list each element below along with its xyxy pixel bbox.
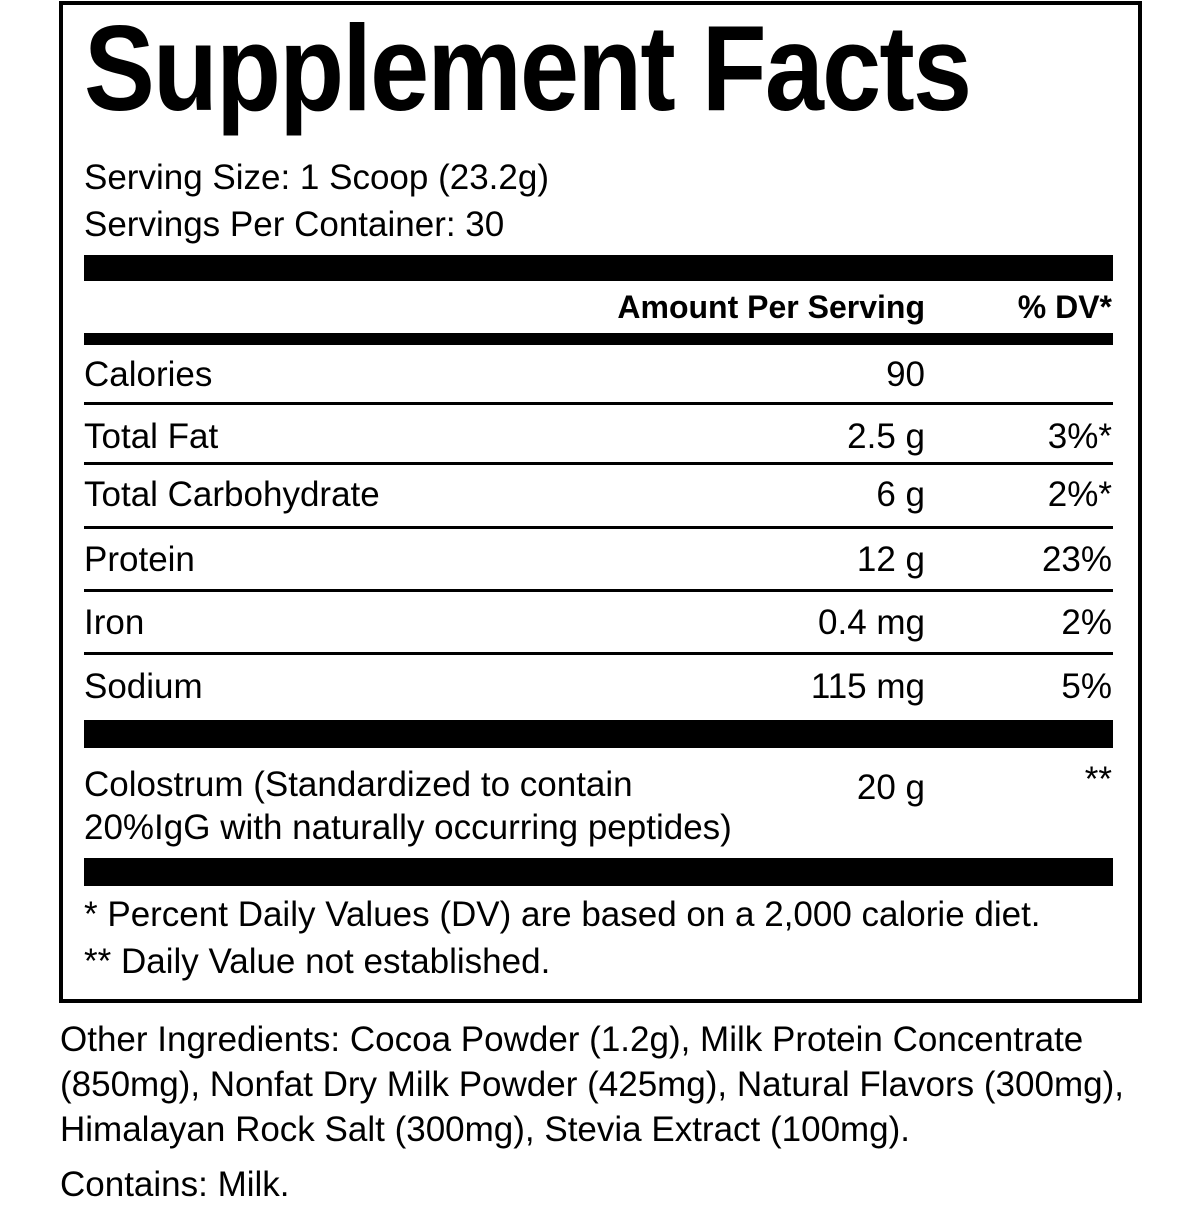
- nutrient-dv: 23%: [1041, 540, 1112, 579]
- medium-divider: [84, 333, 1113, 345]
- nutrient-dv: 2%: [1061, 603, 1112, 642]
- colostrum-name-line2: 20%IgG with naturally occurring peptides…: [84, 808, 732, 847]
- thick-divider: [84, 255, 1113, 281]
- nutrient-amount: 2.5 g: [847, 417, 925, 456]
- other-ingredients-line: Other Ingredients: Cocoa Powder (1.2g), …: [60, 1020, 1084, 1059]
- nutrient-name: Total Carbohydrate: [84, 475, 380, 514]
- servings-per-container: Servings Per Container: 30: [84, 205, 505, 244]
- colostrum-dv: **: [1084, 760, 1112, 799]
- contains-allergens: Contains: Milk.: [60, 1165, 290, 1204]
- nutrient-amount: 115 mg: [810, 667, 925, 706]
- supplement-facts-panel: [59, 1, 1142, 1003]
- thick-divider: [84, 858, 1113, 886]
- nutrient-name: Total Fat: [84, 417, 219, 456]
- panel-title: Supplement Facts: [84, 0, 972, 136]
- row-divider: [84, 589, 1113, 592]
- row-divider: [84, 462, 1113, 465]
- other-ingredients-line: (850mg), Nonfat Dry Milk Powder (425mg),…: [60, 1065, 1124, 1104]
- thick-divider: [84, 720, 1113, 748]
- nutrient-dv: 5%: [1061, 667, 1112, 706]
- nutrient-dv: 2%*: [1047, 475, 1112, 514]
- row-divider: [84, 526, 1113, 529]
- nutrient-name: Iron: [84, 603, 145, 642]
- amount-header: Amount Per Serving: [617, 289, 925, 325]
- serving-size: Serving Size: 1 Scoop (23.2g): [84, 158, 549, 197]
- row-divider: [84, 402, 1113, 405]
- dv-header: % DV*: [1017, 289, 1112, 325]
- nutrient-name: Calories: [84, 355, 213, 394]
- footnote-dv: * Percent Daily Values (DV) are based on…: [84, 895, 1041, 934]
- nutrient-amount: 6 g: [876, 475, 925, 514]
- nutrient-amount: 0.4 mg: [818, 603, 925, 642]
- colostrum-name-line1: Colostrum (Standardized to contain: [84, 765, 633, 804]
- other-ingredients-line: Himalayan Rock Salt (300mg), Stevia Extr…: [60, 1110, 911, 1149]
- nutrient-name: Protein: [84, 540, 195, 579]
- footnote-not-established: ** Daily Value not established.: [84, 942, 551, 981]
- nutrient-name: Sodium: [84, 667, 203, 706]
- nutrient-dv: 3%*: [1047, 417, 1112, 456]
- row-divider: [84, 652, 1113, 655]
- nutrient-amount: 90: [886, 355, 925, 394]
- nutrient-amount: 12 g: [856, 540, 925, 579]
- colostrum-amount: 20 g: [856, 768, 925, 807]
